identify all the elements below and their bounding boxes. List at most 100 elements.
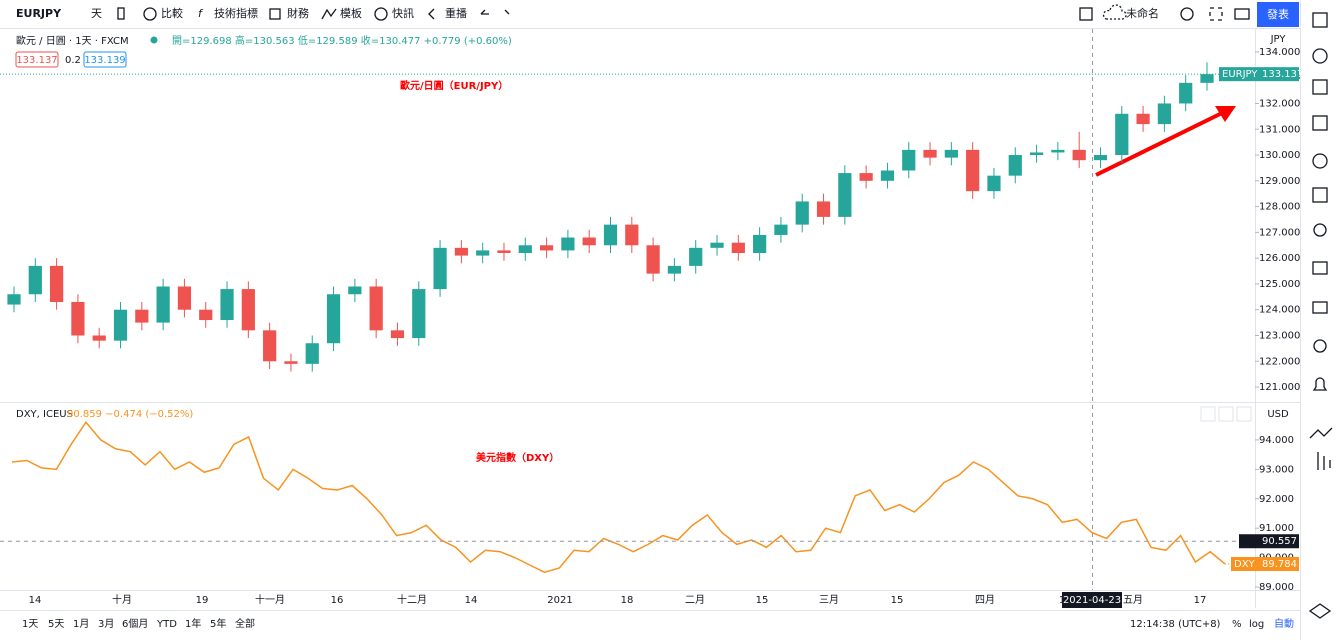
y-tick-label: 129.000 — [1259, 176, 1300, 187]
news-icon[interactable] — [1312, 79, 1328, 95]
dom-icon[interactable] — [1317, 452, 1331, 470]
crosshair-date-box — [1062, 592, 1122, 608]
financials-icon[interactable] — [269, 8, 281, 20]
range-button[interactable]: 1年 — [185, 617, 201, 630]
y-tick-label: 125.000 — [1259, 279, 1300, 290]
fx-icon[interactable]: f — [198, 7, 204, 20]
symbol[interactable]: EURJPY — [16, 7, 62, 20]
candle-body — [710, 242, 724, 248]
candle-body — [603, 224, 618, 246]
trend-arrow — [1095, 111, 1223, 177]
layers-icon[interactable] — [1308, 603, 1332, 619]
toolbar-item[interactable]: 快訊 — [392, 6, 414, 20]
cloud-icon[interactable] — [1102, 4, 1127, 20]
trend-icon[interactable] — [1309, 427, 1333, 439]
toolbar-item[interactable]: 財務 — [287, 6, 309, 20]
range-button[interactable]: 5年 — [210, 617, 226, 630]
crosshair-price-box — [1239, 534, 1299, 549]
candle-body — [731, 242, 745, 253]
candle-body — [1008, 155, 1022, 176]
candle-body — [667, 265, 682, 274]
candle-body — [838, 173, 852, 217]
range-button[interactable]: 1月 — [73, 618, 89, 630]
undo-icon[interactable] — [480, 9, 489, 15]
notes-icon[interactable] — [1312, 115, 1328, 131]
candle-body — [263, 330, 277, 362]
template-icon[interactable] — [321, 8, 337, 20]
compare-icon[interactable] — [143, 7, 157, 21]
candle-body — [902, 149, 916, 171]
range-button[interactable]: 6個月 — [122, 617, 148, 630]
candle-icon[interactable] — [117, 7, 125, 20]
streams-icon[interactable] — [1312, 261, 1328, 275]
maximize-button[interactable] — [1236, 406, 1252, 422]
move-up-button[interactable] — [1200, 406, 1216, 422]
y-tick-label: 123.000 — [1259, 330, 1300, 341]
range-button[interactable]: 1天 — [22, 619, 38, 630]
candle-body — [476, 250, 490, 256]
chats-icon[interactable] — [1312, 301, 1328, 314]
settings-icon[interactable] — [1180, 7, 1194, 21]
calendar-icon[interactable] — [1312, 153, 1328, 169]
toolbar-item[interactable]: 技術指標 — [214, 6, 258, 20]
toolbar-item[interactable]: 模板 — [340, 6, 362, 20]
watchlist-icon[interactable] — [1312, 12, 1328, 28]
currency-label: USD — [1267, 409, 1289, 420]
currency-label: JPY — [1270, 34, 1287, 45]
replay-icon[interactable] — [428, 8, 435, 20]
bid-box[interactable] — [15, 51, 59, 68]
candle-body — [987, 175, 1001, 192]
time-label: 14 — [29, 595, 42, 606]
y-tick-label: 92.000 — [1259, 494, 1294, 505]
tips-icon[interactable] — [1313, 339, 1327, 353]
time-label: 16 — [331, 595, 344, 606]
candle-body — [7, 294, 21, 305]
fullscreen-icon[interactable] — [1209, 7, 1223, 21]
last-price-tag — [1219, 67, 1299, 82]
crosshair-date: 2021-04-23 — [1063, 595, 1121, 606]
auto-toggle[interactable]: 自動 — [1274, 617, 1294, 630]
snapshot-icon[interactable] — [1234, 8, 1250, 20]
percent-toggle[interactable]: % — [1232, 619, 1242, 630]
time-label: 五月 — [1123, 594, 1143, 606]
publish-button[interactable] — [1257, 2, 1299, 27]
y-tick-label: 132.000 — [1259, 98, 1300, 109]
candle-body — [71, 301, 85, 336]
layout-icon[interactable] — [1079, 7, 1093, 21]
ask-box[interactable] — [83, 51, 127, 68]
data-icon[interactable] — [1312, 187, 1328, 203]
candle-body — [199, 309, 213, 321]
candle-body — [1029, 152, 1044, 156]
candle-body — [1179, 82, 1193, 104]
candle-body — [561, 237, 575, 251]
y-tick-label: 126.000 — [1259, 253, 1300, 264]
candle-body — [625, 224, 639, 246]
time-label: 十二月 — [397, 593, 427, 606]
layout-name[interactable]: 未命名 — [1126, 6, 1159, 20]
candle-body — [859, 173, 873, 181]
candle-body — [795, 201, 809, 225]
redo-icon[interactable] — [504, 9, 510, 15]
toolbar-item[interactable]: 重播 — [445, 6, 467, 20]
publish-label[interactable]: 發表 — [1267, 7, 1289, 21]
candle-body — [1072, 149, 1086, 161]
candle-body — [454, 247, 468, 256]
log-toggle[interactable]: log — [1249, 619, 1264, 630]
candle-body — [966, 149, 980, 192]
range-button[interactable]: YTD — [156, 619, 177, 630]
range-button[interactable]: 全部 — [235, 617, 255, 630]
alert-icon[interactable] — [374, 7, 388, 21]
ideas-icon[interactable] — [1313, 223, 1327, 237]
candle-body — [774, 224, 788, 235]
candle-body — [1115, 113, 1129, 156]
toolbar-item[interactable]: 比較 — [161, 6, 183, 20]
ask[interactable]: 133.139 — [84, 55, 125, 66]
range-button[interactable]: 5天 — [48, 619, 64, 630]
alerts-icon[interactable] — [1312, 48, 1328, 64]
range-button[interactable]: 3月 — [98, 618, 114, 630]
candle-body — [944, 149, 958, 158]
close-button[interactable] — [1218, 406, 1234, 422]
notifications-icon[interactable] — [1312, 377, 1328, 391]
bid[interactable]: 133.137 — [16, 55, 57, 66]
interval[interactable]: 天 — [91, 7, 102, 20]
